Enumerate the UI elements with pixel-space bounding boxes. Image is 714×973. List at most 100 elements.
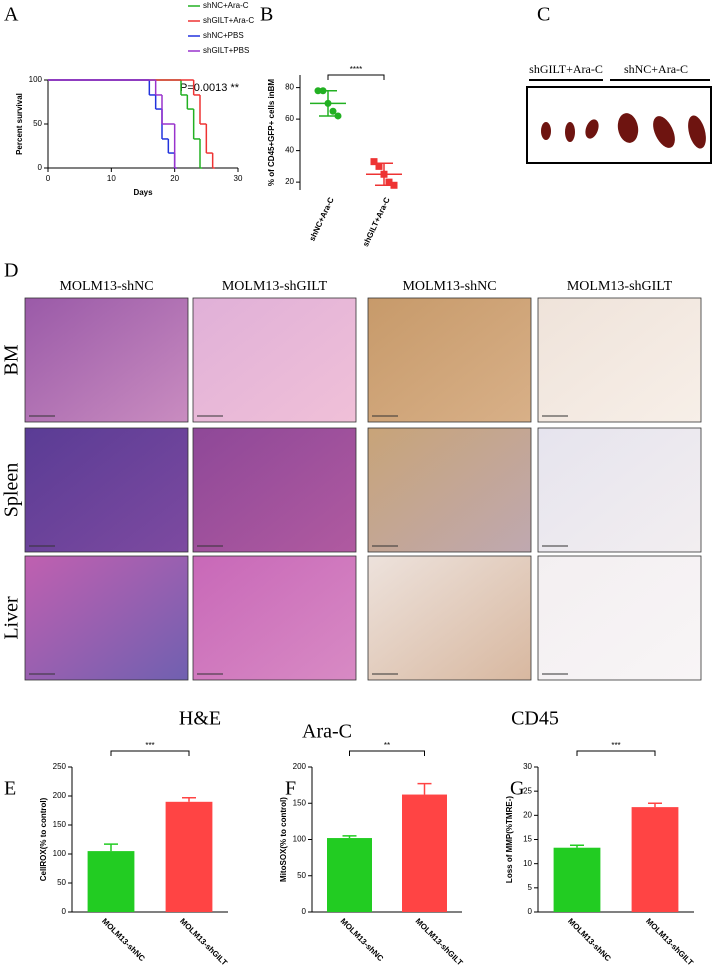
row-label: BM [1, 344, 23, 375]
y-axis-label: Percent survival [15, 93, 24, 155]
dot [375, 162, 383, 170]
dot [319, 87, 327, 95]
bar [402, 794, 447, 912]
y-tick-label: 0 [528, 907, 533, 916]
y-tick-label: 200 [53, 791, 67, 800]
x-tick-label: MOLM13-shGILT [644, 917, 695, 968]
bar [631, 807, 679, 912]
group-label: shNC+Ara-C [624, 62, 688, 76]
y-tick-label: 60 [285, 114, 294, 123]
x-tick-label: 20 [170, 174, 179, 183]
x-tick-label: MOLM13-shNC [100, 917, 147, 964]
spleens [541, 113, 706, 149]
legend-label: shGILT+PBS [203, 46, 249, 55]
significance-bracket [110, 750, 190, 756]
error-bar [104, 843, 118, 852]
micrograph [192, 555, 357, 681]
y-tick-label: 0 [62, 907, 67, 916]
y-tick-label: 20 [523, 810, 532, 819]
histology-panel: MOLM13-shNC MOLM13-shGILT MOLM13-shNC MOLM1… [1, 279, 702, 743]
y-tick-label: 0 [302, 907, 307, 916]
y-tick-label: 40 [285, 146, 294, 155]
micrograph [537, 555, 702, 681]
error-bar [417, 782, 432, 795]
y-tick-label: 150 [53, 820, 67, 829]
x-tick-label: MOLM13-shGILT [178, 917, 229, 968]
column-header: MOLM13-shNC [402, 279, 496, 294]
micrograph [24, 555, 189, 681]
panel-label: D [4, 260, 18, 282]
y-tick-label: 80 [285, 83, 294, 92]
panel-label: C [537, 4, 550, 26]
y-axis-label: % of CD45+GFP+ cells inBM [267, 79, 276, 186]
y-tick-label: 250 [53, 762, 67, 771]
dot [370, 158, 378, 166]
y-axis-label: Loss of MMP(%TMRE-) [505, 796, 514, 883]
error-bar [342, 835, 357, 839]
x-tick-label: MOLM13-shNC [566, 917, 613, 964]
column-header: MOLM13-shGILT [222, 279, 328, 294]
dot [385, 178, 393, 186]
micrograph [24, 297, 189, 423]
x-tick-label: 30 [234, 174, 243, 183]
legend-label: shGILT+Ara-C [203, 16, 254, 25]
error-bar [648, 802, 662, 808]
legend-label: shNC+Ara-C [203, 1, 249, 10]
x-tick-label: shNC+Ara-C [308, 196, 336, 243]
footer-label: CD45 [511, 708, 559, 730]
micrograph [192, 427, 357, 553]
y-tick-label: 15 [523, 835, 532, 844]
annotation: P=0.0013 ** [180, 82, 240, 94]
y-tick-label: 50 [57, 878, 66, 887]
panel-label: F [285, 778, 296, 800]
error-bar [182, 796, 196, 802]
dot [334, 112, 342, 120]
significance: *** [145, 741, 154, 750]
spleen [688, 115, 706, 149]
x-tick-label: MOLM13-shNC [339, 917, 386, 964]
micrograph [537, 297, 702, 423]
spleen [541, 122, 551, 140]
significance: ** [384, 741, 390, 750]
micrograph [537, 427, 702, 553]
micrograph [367, 555, 532, 681]
y-tick-label: 0 [38, 163, 43, 172]
dot [390, 181, 398, 189]
x-tick-label: MOLM13-shGILT [414, 917, 465, 968]
significance: **** [350, 65, 362, 74]
y-tick-label: 5 [528, 883, 533, 892]
significance-bracket [327, 74, 385, 80]
bar [327, 838, 372, 912]
footer-label: H&E [179, 708, 221, 730]
dot [314, 87, 322, 95]
row-label: Spleen [1, 463, 23, 517]
panel-label: G [510, 778, 524, 800]
column-header: MOLM13-shGILT [567, 279, 673, 294]
y-tick-label: 25 [523, 786, 532, 795]
y-tick-label: 100 [293, 835, 307, 844]
y-axis-label: MitoSOX(% to control) [279, 797, 288, 882]
x-tick-label: shGILT+Ara-C [361, 196, 392, 248]
y-tick-label: 20 [285, 177, 294, 186]
column-header: MOLM13-shNC [59, 279, 153, 294]
dot [324, 99, 332, 107]
spleen [565, 122, 575, 142]
spleen [653, 116, 675, 148]
dot [380, 170, 388, 178]
micrograph [367, 297, 532, 423]
micrograph [367, 427, 532, 553]
significance: *** [611, 741, 620, 750]
panel-label: B [260, 4, 273, 26]
significance-bracket [576, 750, 656, 756]
legend-label: shNC+PBS [203, 31, 244, 40]
y-tick-label: 100 [53, 849, 67, 858]
x-tick-label: 10 [107, 174, 116, 183]
bar [553, 847, 601, 912]
y-tick-label: 200 [293, 762, 307, 771]
bar [165, 801, 213, 912]
y-tick-label: 100 [29, 75, 43, 84]
micrograph [24, 427, 189, 553]
y-tick-label: 30 [523, 762, 532, 771]
bar [87, 851, 135, 912]
y-axis-label: CellROX(% to control) [39, 797, 48, 881]
